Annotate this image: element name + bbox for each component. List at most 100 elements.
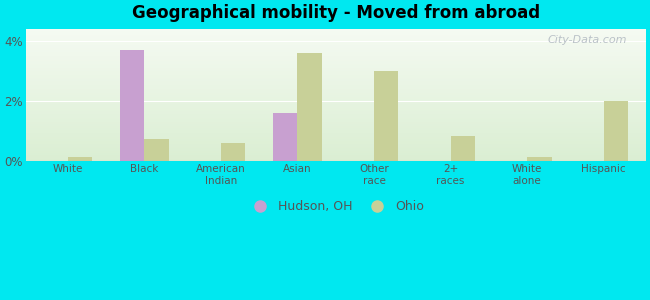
Bar <box>25 112 646 114</box>
Bar <box>25 70 646 71</box>
Bar <box>25 64 646 65</box>
Bar <box>25 119 646 120</box>
Bar <box>25 36 646 37</box>
Bar <box>25 53 646 54</box>
Bar <box>25 50 646 52</box>
Bar <box>25 120 646 122</box>
Bar <box>25 127 646 128</box>
Bar <box>25 37 646 38</box>
Bar <box>25 61 646 62</box>
Bar <box>25 122 646 123</box>
Bar <box>25 62 646 64</box>
Bar <box>25 97 646 98</box>
Bar <box>25 29 646 31</box>
Bar <box>25 44 646 45</box>
Legend: Hudson, OH, Ohio: Hudson, OH, Ohio <box>242 195 428 218</box>
Bar <box>25 130 646 131</box>
Bar <box>25 93 646 94</box>
Bar <box>25 153 646 154</box>
Bar <box>25 90 646 91</box>
Bar <box>25 124 646 126</box>
Bar <box>25 65 646 66</box>
Bar <box>25 83 646 85</box>
Bar <box>25 126 646 127</box>
Bar <box>25 99 646 101</box>
Bar <box>604 101 628 161</box>
Bar <box>25 103 646 104</box>
Title: Geographical mobility - Moved from abroad: Geographical mobility - Moved from abroa… <box>132 4 540 22</box>
Bar <box>25 98 646 99</box>
Bar <box>273 113 298 161</box>
Bar <box>25 81 646 82</box>
Bar <box>25 160 646 161</box>
Bar <box>25 106 646 107</box>
Bar <box>25 118 646 119</box>
Bar <box>374 71 398 161</box>
Bar <box>25 46 646 48</box>
Bar <box>25 74 646 76</box>
Bar <box>25 33 646 34</box>
Bar <box>25 111 646 112</box>
Bar <box>25 54 646 56</box>
Bar <box>298 53 322 161</box>
Bar <box>25 58 646 60</box>
Bar <box>25 71 646 73</box>
Bar <box>25 88 646 90</box>
Bar <box>25 91 646 93</box>
Bar <box>25 43 646 44</box>
Bar <box>120 50 144 161</box>
Bar <box>25 147 646 148</box>
Bar <box>25 131 646 132</box>
Text: City-Data.com: City-Data.com <box>548 34 627 45</box>
Bar <box>25 123 646 124</box>
Bar <box>450 136 475 161</box>
Bar <box>25 94 646 95</box>
Bar <box>25 128 646 130</box>
Bar <box>25 157 646 159</box>
Bar <box>25 32 646 33</box>
Bar <box>25 52 646 53</box>
Bar <box>25 144 646 146</box>
Bar <box>25 100 646 102</box>
Bar <box>25 80 646 81</box>
Bar <box>68 157 92 161</box>
Bar <box>25 115 646 116</box>
Bar <box>527 157 552 161</box>
Bar <box>25 66 646 68</box>
Bar <box>221 143 245 161</box>
Bar <box>25 116 646 118</box>
Bar <box>25 151 646 152</box>
Bar <box>25 104 646 106</box>
Bar <box>25 57 646 58</box>
Bar <box>25 108 646 110</box>
Bar <box>25 95 646 97</box>
Bar <box>25 114 646 115</box>
Bar <box>25 31 646 32</box>
Bar <box>25 148 646 149</box>
Bar <box>25 159 646 160</box>
Bar <box>25 34 646 36</box>
Bar <box>25 146 646 147</box>
Bar <box>25 152 646 153</box>
Bar <box>25 143 646 144</box>
Bar <box>25 86 646 87</box>
Bar <box>25 48 646 49</box>
Bar <box>25 40 646 41</box>
Bar <box>25 140 646 141</box>
Bar <box>25 136 646 137</box>
Bar <box>25 38 646 40</box>
Bar <box>25 139 646 140</box>
Bar <box>25 68 646 69</box>
Bar <box>25 82 646 83</box>
Bar <box>25 141 646 143</box>
Bar <box>25 41 646 43</box>
Bar <box>25 135 646 136</box>
Bar <box>25 85 646 86</box>
Bar <box>25 107 646 108</box>
Bar <box>25 76 646 77</box>
Bar <box>25 134 646 135</box>
Bar <box>25 156 646 157</box>
Bar <box>25 56 646 57</box>
Bar <box>25 73 646 74</box>
Bar <box>25 149 646 151</box>
